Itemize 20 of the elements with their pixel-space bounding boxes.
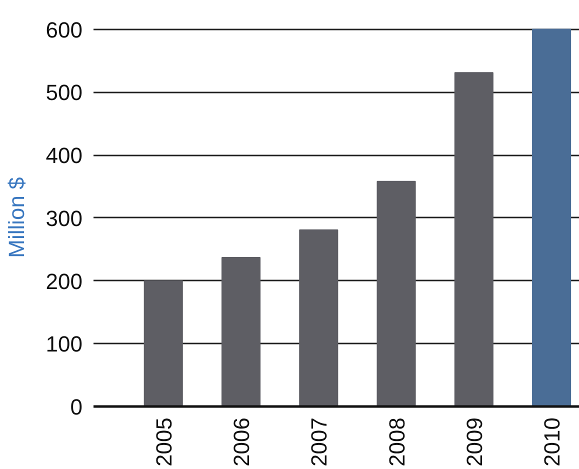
y-tick-label: 100 bbox=[46, 332, 83, 357]
bar bbox=[221, 256, 261, 406]
x-tick-label: 2010 bbox=[540, 417, 565, 466]
y-axis-title: Million $ bbox=[4, 177, 29, 258]
bar bbox=[299, 229, 338, 406]
bar bbox=[532, 28, 572, 406]
y-tick-label: 400 bbox=[46, 143, 83, 168]
x-tick-label: 2009 bbox=[462, 417, 487, 466]
x-tick-label: 2006 bbox=[229, 417, 254, 466]
bar bbox=[376, 180, 416, 406]
y-tick-label: 300 bbox=[46, 206, 83, 231]
y-tick-label: 200 bbox=[46, 268, 83, 294]
y-tick-label: 0 bbox=[70, 394, 83, 420]
x-tick-label: 2005 bbox=[151, 417, 176, 466]
x-tick-label: 2008 bbox=[384, 417, 410, 466]
y-tick-label: 500 bbox=[46, 80, 83, 106]
y-tick-label: 600 bbox=[46, 17, 83, 42]
bar bbox=[454, 72, 494, 406]
x-tick-label: 2007 bbox=[306, 417, 332, 466]
bar bbox=[144, 280, 183, 406]
